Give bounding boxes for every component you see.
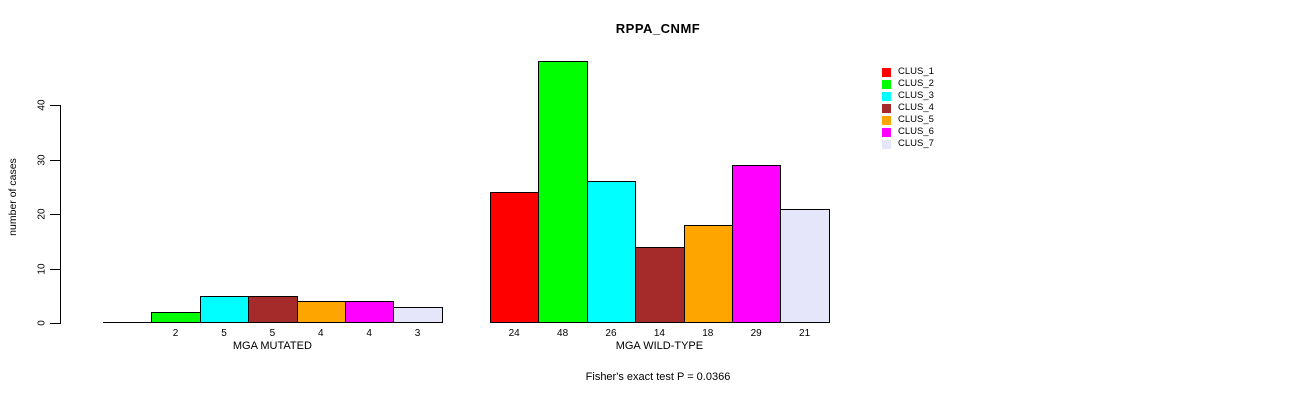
bar-value-label: 3 (414, 328, 421, 339)
bar-value-label: 5 (269, 328, 276, 339)
y-tick-label: 40 (36, 99, 48, 111)
legend-row: CLUS_1 (882, 66, 934, 78)
bar-clus_3 (199, 295, 250, 323)
legend-row: CLUS_3 (882, 90, 934, 102)
bar-clus_3 (586, 181, 637, 323)
legend-swatch-clus_3 (882, 91, 891, 101)
legend-row: CLUS_4 (882, 102, 934, 114)
bar-value-label: 14 (653, 328, 665, 339)
bar-value-label: 4 (366, 328, 372, 339)
legend-label: CLUS_2 (898, 78, 934, 89)
legend-label: CLUS_5 (898, 114, 934, 125)
legend: CLUS_1 CLUS_2 CLUS_3 CLUS_4 CLUS_5 CLUS_6 CLUS… (882, 66, 934, 150)
y-tick-mark (50, 214, 60, 215)
y-tick-mark (50, 159, 60, 161)
bar-clus_4 (248, 295, 298, 323)
bar-clus_7 (780, 208, 830, 323)
bar-clus_1 (490, 192, 540, 323)
legend-swatch-clus_6 (882, 127, 891, 137)
bar-clus_6 (345, 301, 395, 323)
y-tick-label: 20 (36, 208, 48, 220)
bar-value-label: 2 (172, 328, 179, 339)
bar-value-label: 18 (702, 328, 714, 339)
bar-value-label: 5 (221, 328, 227, 339)
legend-row: CLUS_2 (882, 78, 934, 90)
legend-label: CLUS_3 (898, 90, 934, 101)
legend-row: CLUS_5 (882, 114, 934, 126)
chart-title: RPPA_CNMF (615, 21, 701, 36)
legend-label: CLUS_4 (898, 102, 934, 113)
bar-clus_2 (151, 312, 201, 323)
bar-clus_2 (538, 61, 588, 323)
bar-clus_7 (393, 306, 443, 323)
bar-clus_4 (635, 246, 685, 323)
legend-label: CLUS_6 (898, 126, 934, 137)
bar-value-label: 24 (508, 328, 520, 339)
bar-value-label: 29 (750, 328, 762, 339)
fisher-test-annotation: Fisher's exact test P = 0.0366 (585, 371, 731, 383)
y-tick-mark (50, 268, 60, 270)
legend-swatch-clus_5 (882, 115, 891, 125)
legend-swatch-clus_2 (882, 79, 891, 89)
y-tick-mark (50, 323, 60, 324)
bar-value-label: 48 (557, 328, 569, 339)
y-tick-mark (50, 105, 60, 106)
group-label: MGA MUTATED (232, 340, 312, 352)
legend-label: CLUS_7 (898, 138, 934, 149)
bar-value-label: 4 (318, 328, 324, 339)
legend-row: CLUS_6 (882, 126, 934, 138)
legend-row: CLUS_7 (882, 138, 934, 150)
y-tick-label: 0 (36, 320, 48, 326)
y-tick-label: 10 (36, 262, 48, 275)
bar-clus_6 (732, 164, 782, 323)
y-axis-line (60, 105, 61, 324)
legend-swatch-clus_4 (882, 103, 891, 113)
y-axis-title: number of cases (7, 158, 19, 236)
legend-swatch-clus_1 (882, 67, 891, 77)
bar-value-label: 21 (799, 328, 811, 339)
legend-swatch-clus_7 (882, 139, 891, 149)
y-tick-label: 30 (36, 153, 48, 166)
bar-clus_5 (296, 301, 346, 323)
group-label: MGA WILD-TYPE (615, 340, 704, 352)
bar-clus_5 (683, 224, 733, 323)
legend-label: CLUS_1 (898, 66, 934, 77)
bar-value-label: 26 (605, 328, 617, 339)
zero-height-bar-clus_1 (103, 322, 153, 323)
